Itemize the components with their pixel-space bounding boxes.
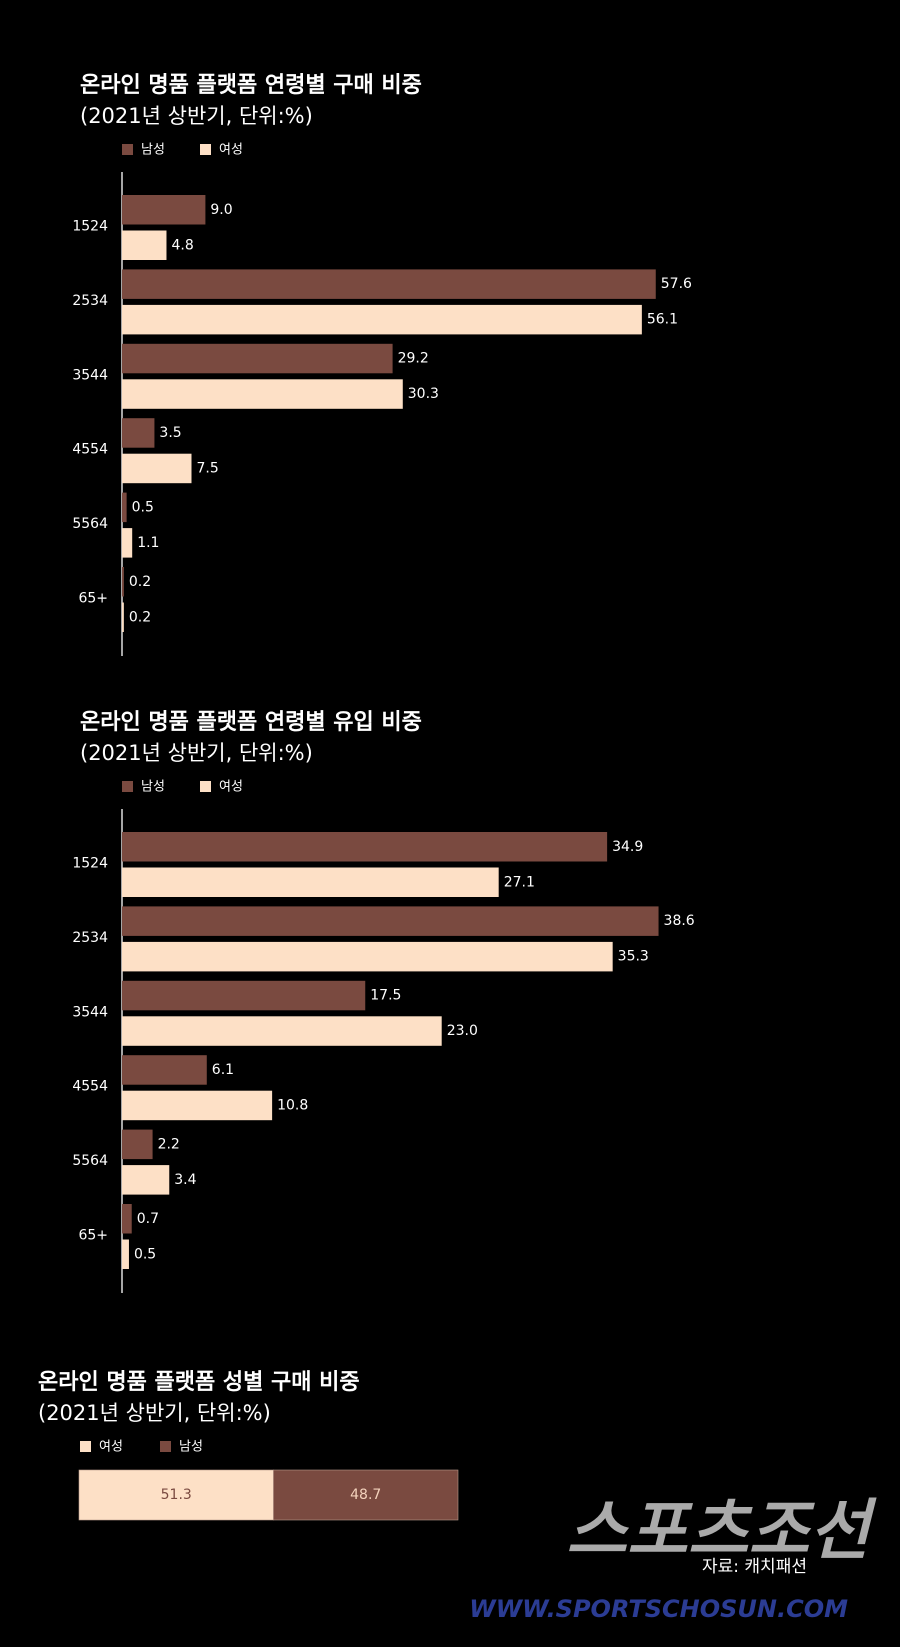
bar: [122, 195, 206, 225]
value-label: 48.7: [350, 1487, 381, 1503]
legend-swatch: [160, 1441, 171, 1452]
value-label: 6.1: [212, 1062, 234, 1078]
legend-swatch: [122, 781, 133, 792]
legend-swatch: [122, 144, 133, 155]
value-label: 0.2: [129, 574, 151, 590]
bar: [122, 980, 366, 1011]
legend-label: 남성: [179, 1440, 203, 1455]
value-label: 30.3: [408, 386, 439, 402]
value-label: 51.3: [161, 1487, 192, 1503]
value-label: 7.5: [197, 460, 219, 476]
value-label: 0.2: [129, 609, 151, 625]
bar: [122, 941, 613, 972]
watermark-url: WWW.SPORTSCHOSUN.COM: [469, 1595, 848, 1623]
source: 자료: 캐치패션: [702, 1557, 807, 1577]
bar: [122, 906, 659, 936]
y-tick-label: 2534: [72, 930, 108, 946]
bar: [122, 528, 133, 558]
chart-title: 온라인 명품 플랫폼 연령별 구매 비중: [80, 73, 422, 98]
chart-subtitle: (2021년 상반기, 단위:%): [38, 1401, 271, 1425]
y-tick-label: 5564: [72, 1153, 108, 1169]
legend-swatch: [200, 144, 211, 155]
value-label: 57.6: [661, 276, 692, 292]
bar: [122, 230, 167, 260]
bar: [122, 567, 124, 597]
bar: [122, 1204, 132, 1234]
legend-label: 남성: [141, 780, 165, 795]
value-label: 29.2: [398, 351, 429, 367]
legend-label: 여성: [219, 780, 243, 795]
legend-label: 여성: [219, 143, 243, 158]
watermark-logo: 스포츠조선: [566, 1492, 877, 1569]
value-label: 0.5: [132, 499, 154, 515]
value-label: 2.2: [158, 1136, 180, 1152]
value-label: 0.7: [137, 1211, 159, 1227]
legend-label: 남성: [141, 143, 165, 158]
bar: [122, 269, 656, 299]
chart-subtitle: (2021년 상반기, 단위:%): [80, 741, 313, 765]
y-tick-label: 65+: [78, 1228, 108, 1244]
bar-segment: [78, 1469, 274, 1521]
bar: [122, 453, 192, 484]
y-tick-label: 1524: [72, 856, 108, 872]
bar: [122, 1016, 442, 1046]
legend-label: 여성: [99, 1440, 123, 1455]
value-label: 3.5: [159, 425, 181, 441]
bar: [122, 832, 608, 862]
legend-swatch: [200, 781, 211, 792]
y-tick-label: 1524: [72, 219, 108, 235]
value-label: 1.1: [137, 535, 159, 551]
y-tick-label: 3544: [72, 367, 108, 383]
chart-subtitle: (2021년 상반기, 단위:%): [80, 104, 313, 128]
y-tick-label: 5564: [72, 516, 108, 532]
bar: [122, 304, 642, 335]
value-label: 38.6: [664, 913, 695, 929]
bar: [122, 492, 127, 523]
value-label: 27.1: [504, 874, 535, 890]
value-label: 4.8: [171, 237, 193, 253]
bar-segment: [273, 1469, 459, 1521]
y-tick-label: 3544: [72, 1004, 108, 1020]
bar: [122, 1129, 153, 1160]
value-label: 9.0: [210, 202, 232, 218]
bar: [122, 1090, 273, 1121]
value-label: 34.9: [612, 839, 643, 855]
bar: [122, 343, 393, 374]
value-label: 56.1: [647, 312, 678, 328]
bar: [122, 602, 124, 632]
bar: [122, 379, 403, 409]
chart-title: 온라인 명품 플랫폼 성별 구매 비중: [38, 1370, 360, 1395]
y-tick-label: 4554: [72, 442, 108, 458]
value-label: 23.0: [447, 1023, 478, 1039]
legend-swatch: [80, 1441, 91, 1452]
bar: [122, 418, 155, 448]
value-label: 10.8: [277, 1097, 308, 1113]
chart-title: 온라인 명품 플랫폼 연령별 유입 비중: [80, 710, 422, 735]
value-label: 0.5: [134, 1246, 156, 1262]
bar: [122, 1239, 129, 1269]
value-label: 35.3: [618, 949, 649, 965]
bar: [122, 1055, 207, 1085]
value-label: 3.4: [174, 1172, 196, 1188]
y-tick-label: 65+: [78, 591, 108, 607]
bar: [122, 1165, 170, 1195]
bar: [122, 867, 499, 897]
y-tick-label: 4554: [72, 1079, 108, 1095]
value-label: 17.5: [370, 988, 401, 1004]
y-tick-label: 2534: [72, 293, 108, 309]
